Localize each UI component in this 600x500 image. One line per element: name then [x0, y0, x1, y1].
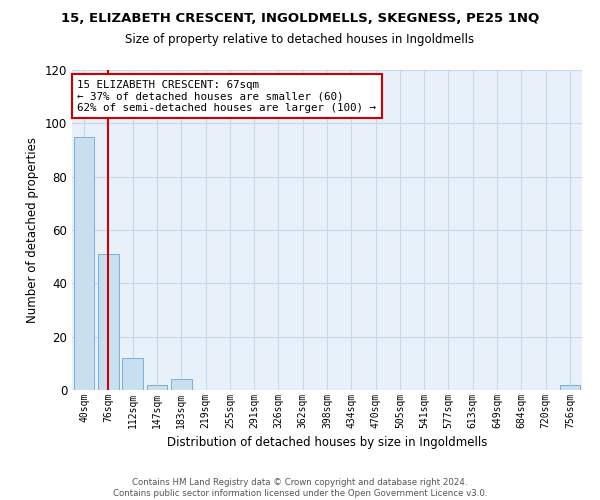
Text: 15, ELIZABETH CRESCENT, INGOLDMELLS, SKEGNESS, PE25 1NQ: 15, ELIZABETH CRESCENT, INGOLDMELLS, SKE… — [61, 12, 539, 26]
Bar — [74, 136, 94, 390]
Bar — [98, 254, 119, 390]
Y-axis label: Number of detached properties: Number of detached properties — [26, 137, 39, 323]
Text: Size of property relative to detached houses in Ingoldmells: Size of property relative to detached ho… — [125, 32, 475, 46]
Bar — [146, 384, 167, 390]
Bar — [122, 358, 143, 390]
X-axis label: Distribution of detached houses by size in Ingoldmells: Distribution of detached houses by size … — [167, 436, 487, 450]
Text: 15 ELIZABETH CRESCENT: 67sqm
← 37% of detached houses are smaller (60)
62% of se: 15 ELIZABETH CRESCENT: 67sqm ← 37% of de… — [77, 80, 376, 113]
Bar — [560, 384, 580, 390]
Text: Contains HM Land Registry data © Crown copyright and database right 2024.
Contai: Contains HM Land Registry data © Crown c… — [113, 478, 487, 498]
Bar — [171, 380, 191, 390]
